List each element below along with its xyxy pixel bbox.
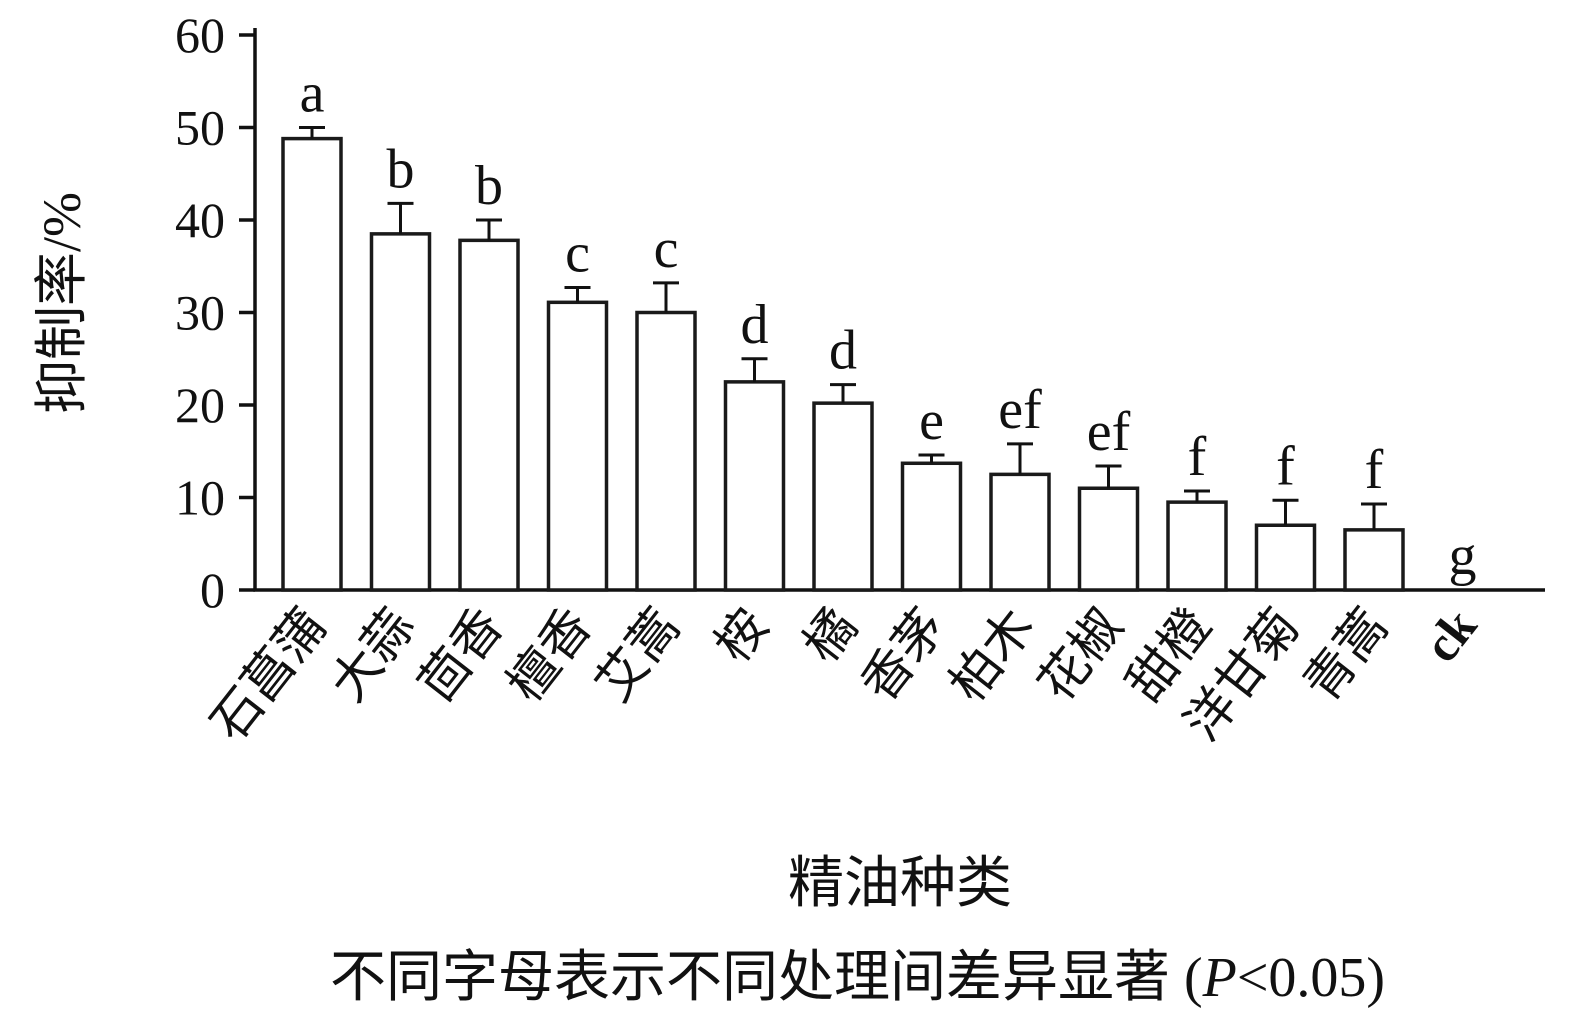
significance-letter: e — [919, 390, 944, 452]
y-tick-label: 20 — [175, 377, 225, 433]
significance-letter: ef — [998, 379, 1042, 441]
x-category-label: 檀香 — [496, 598, 602, 711]
significance-letter: ef — [1087, 401, 1131, 463]
bar — [369, 232, 432, 592]
caption-suffix: <0.05) — [1236, 947, 1386, 1009]
x-category-label: 茴香 — [408, 598, 514, 711]
bar — [1343, 528, 1405, 592]
significance-letter: c — [654, 218, 679, 280]
significance-letter: f — [1188, 426, 1207, 488]
x-category-label: ck — [1412, 598, 1487, 672]
bar — [281, 136, 343, 592]
x-category-label: 青蒿 — [1293, 598, 1399, 711]
significance-letter: g — [1449, 525, 1477, 587]
y-axis-label: 抑制率/% — [32, 192, 92, 414]
x-category-label: 大蒜 — [319, 598, 425, 711]
significance-letter: d — [829, 320, 857, 382]
caption-prefix: 不同字母表示不同处理间差异显著 ( — [329, 947, 1203, 1009]
x-category-label: 橘 — [793, 598, 868, 672]
x-axis-label: 精油种类 — [788, 853, 1012, 915]
caption: 不同字母表示不同处理间差异显著 (P<0.05) — [140, 932, 1575, 1013]
caption-p-italic: P — [1202, 947, 1237, 1009]
bar — [1254, 523, 1317, 592]
bar — [635, 310, 697, 592]
y-tick-label: 0 — [200, 562, 225, 618]
x-category-label: 香茅 — [850, 598, 956, 711]
significance-letter: b — [387, 138, 415, 200]
x-category-label: 石菖蒲 — [200, 598, 336, 751]
bar — [546, 300, 609, 592]
x-category-label: 花椒 — [1027, 598, 1133, 711]
bar — [458, 238, 520, 592]
bar — [989, 472, 1051, 592]
y-tick-label: 40 — [175, 192, 225, 248]
x-category-label: 桉 — [704, 598, 779, 672]
bar — [1077, 486, 1140, 592]
significance-letter: a — [300, 63, 325, 125]
significance-letter: f — [1276, 435, 1295, 497]
bar — [900, 461, 963, 592]
y-tick-label: 30 — [175, 285, 225, 341]
significance-letter: d — [741, 294, 769, 356]
bar — [1166, 500, 1228, 592]
bar — [812, 401, 874, 592]
significance-letter: b — [475, 155, 503, 217]
x-category-label: 艾蒿 — [585, 598, 691, 711]
y-tick-label: 60 — [175, 7, 225, 63]
significance-letter: c — [565, 223, 590, 285]
bar — [723, 380, 786, 592]
y-tick-label: 10 — [175, 470, 225, 526]
x-category-label: 柏木 — [939, 598, 1045, 711]
y-tick-label: 50 — [175, 100, 225, 156]
significance-letter: f — [1365, 439, 1384, 501]
